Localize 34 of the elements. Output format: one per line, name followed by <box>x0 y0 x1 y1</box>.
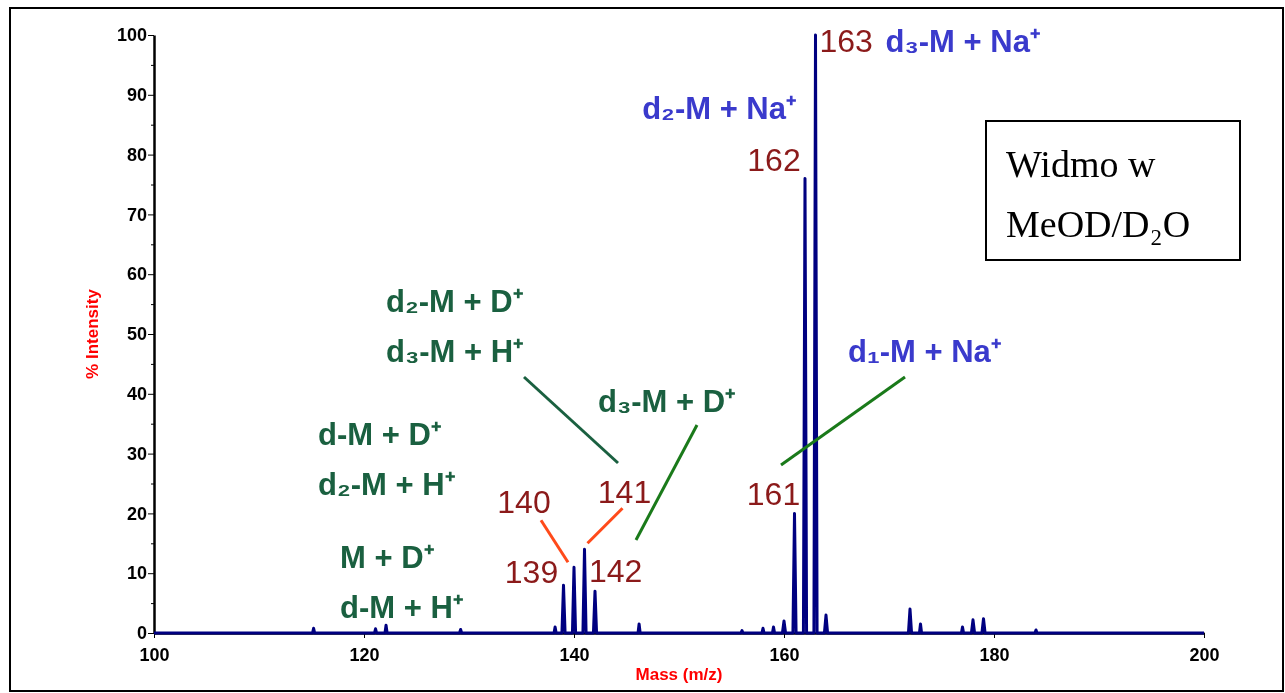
x-tick-label: 140 <box>559 644 590 665</box>
y-tick-label: 30 <box>126 443 147 464</box>
annotation: d-M + D⁺ d₂-M + H⁺ <box>318 417 455 502</box>
x-tick-label: 160 <box>769 644 800 665</box>
annotation: 161 <box>746 476 801 513</box>
y-tick-label: 50 <box>126 324 147 345</box>
y-tick-label: 80 <box>126 144 147 165</box>
y-tick-label: 100 <box>116 25 147 46</box>
annotation: d₂-M + D⁺ d₃-M + H⁺ <box>386 284 524 369</box>
annotation: 163 <box>819 23 873 59</box>
annotation: 162 <box>747 141 801 178</box>
annotation: d₁-M + Na⁺ <box>848 334 1001 369</box>
y-tick-label: 20 <box>126 503 147 524</box>
annotation: 141 <box>597 474 652 511</box>
x-tick-label: 120 <box>349 644 380 665</box>
y-tick-label: 60 <box>126 264 147 285</box>
x-tick-label: 100 <box>139 644 170 665</box>
x-tick-label: 180 <box>979 644 1010 665</box>
y-tick-label: 0 <box>136 623 147 644</box>
y-tick-label: 40 <box>126 384 147 405</box>
y-tick-label: 90 <box>126 85 147 106</box>
x-axis-title: Mass (m/z) <box>635 665 723 684</box>
annotation: Widmo w MeOD/D₂O <box>1006 143 1191 245</box>
annotation: d₂-M + Na⁺ <box>642 90 796 126</box>
y-tick-label: 70 <box>126 204 147 225</box>
y-axis-title: % Intensity <box>83 288 102 379</box>
annotation: 140 <box>497 484 551 521</box>
x-tick-label: 200 <box>1189 644 1220 665</box>
annotation: d₃-M + Na⁺ <box>885 24 1040 59</box>
annotation: 142 <box>589 553 643 590</box>
annotation: M + D⁺ d-M + H⁺ <box>340 540 463 625</box>
annotation: 139 <box>504 554 559 591</box>
annotation: d₃-M + D⁺ <box>598 384 736 419</box>
y-tick-label: 10 <box>126 563 147 584</box>
